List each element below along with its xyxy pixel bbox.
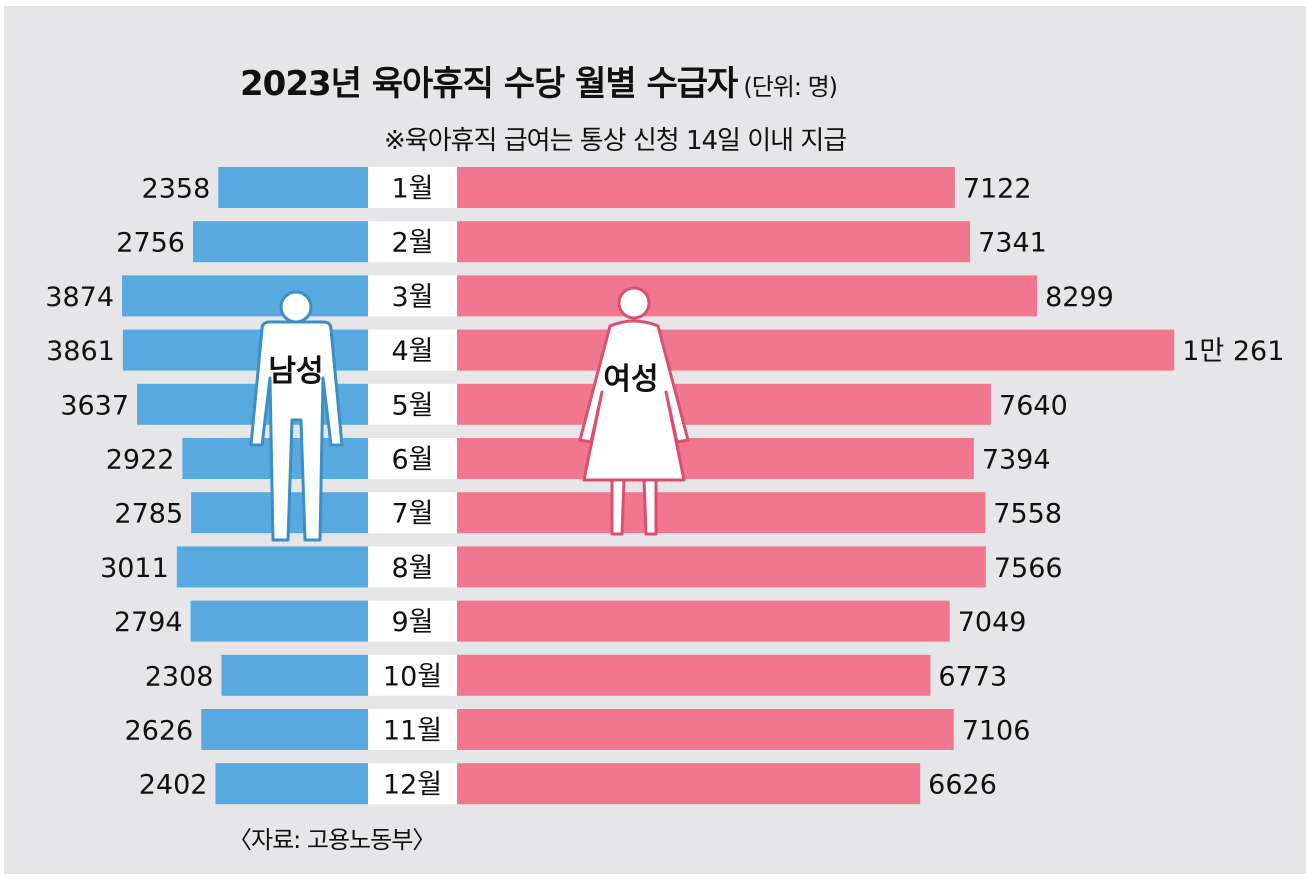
value-label-male: 2756 [116,228,185,259]
bar-male [221,654,368,696]
month-band [368,709,457,750]
month-label: 4월 [391,336,433,367]
bar-female [457,709,954,750]
value-label-male: 2358 [142,174,211,205]
month-label: 3월 [391,282,433,313]
value-label-male: 3011 [100,553,169,584]
month-labels-group: 1월 2월 3월 4월 5월 6월 7월 8월 9월 10월 11월 12월 [368,167,457,805]
bar-male [190,600,368,642]
month-label: 2월 [391,228,433,259]
bar-female [457,167,955,208]
value-label-male: 2626 [125,716,194,747]
bar-female [457,546,986,588]
bar-female [457,492,986,534]
female-figure-label: 여성 [603,362,658,397]
value-label-female: 7122 [963,174,1032,205]
month-band [368,383,457,425]
female-bars-group [457,167,1175,805]
chart-title: 2023년 육아휴직 수당 월별 수급자 (단위: 명) [240,56,838,105]
value-label-female: 7640 [999,390,1068,421]
value-label-female: 7394 [982,445,1051,476]
male-figure-icon [249,290,344,542]
male-figure-label: 남성 [268,354,323,389]
bar-female [457,275,1038,317]
value-label-male: 3637 [60,390,129,421]
month-band [368,438,457,479]
value-label-male: 2922 [106,445,175,476]
month-label: 10월 [383,661,442,692]
month-label: 12월 [383,770,442,801]
bar-male [215,763,368,805]
value-label-female: 8299 [1045,282,1114,313]
month-label: 6월 [391,445,433,476]
month-band [368,275,457,317]
unit-note: (단위: 명) [743,73,838,101]
month-band [368,546,457,588]
value-label-female: 7106 [962,716,1031,747]
month-band [368,654,457,696]
month-label: 11월 [383,716,442,747]
month-label: 9월 [391,607,433,638]
month-band [368,221,457,263]
value-label-female: 7558 [993,499,1062,530]
month-label: 7월 [391,499,433,530]
value-label-female: 7049 [958,607,1027,638]
value-label-male: 2794 [114,607,183,638]
value-label-female: 7341 [978,228,1047,259]
month-label: 5월 [391,390,433,421]
bar-male [218,167,368,208]
chart-note: ※육아휴직 급여는 통상 신청 14일 이내 지급 [384,126,847,156]
value-label-female: 6773 [938,661,1007,692]
value-label-female: 1만 261 [1182,336,1284,367]
value-label-female: 7566 [994,553,1063,584]
bar-female [457,763,921,805]
male-bars-group [122,167,368,805]
month-band [368,600,457,642]
value-labels-group: 2358 7122 2756 7341 3874 8299 3861 1만 261 3637 76… [45,174,1284,801]
value-label-female: 6626 [928,770,997,801]
bar-female [457,221,971,263]
bar-male [176,546,368,588]
female-figure-icon [578,286,690,536]
month-band [368,167,457,208]
bar-female [457,329,1175,371]
value-label-male: 3874 [45,282,114,313]
bar-female [457,383,992,425]
bar-male [192,221,368,263]
bar-male [201,709,368,750]
value-label-male: 2785 [114,499,183,530]
month-band [368,763,457,805]
month-label: 8월 [391,553,433,584]
source-note: 〈자료: 고용노동부〉 [228,826,436,854]
bar-female [457,654,931,696]
chart-title-text: 2023년 육아휴직 수당 월별 수급자 [240,64,738,104]
value-label-male: 2308 [145,661,214,692]
bar-female [457,438,974,479]
month-label: 1월 [391,174,433,205]
value-label-male: 3861 [46,336,115,367]
bar-female [457,600,950,642]
value-label-male: 2402 [139,770,208,801]
month-band [368,329,457,371]
bar-male [122,275,368,317]
month-band [368,492,457,534]
